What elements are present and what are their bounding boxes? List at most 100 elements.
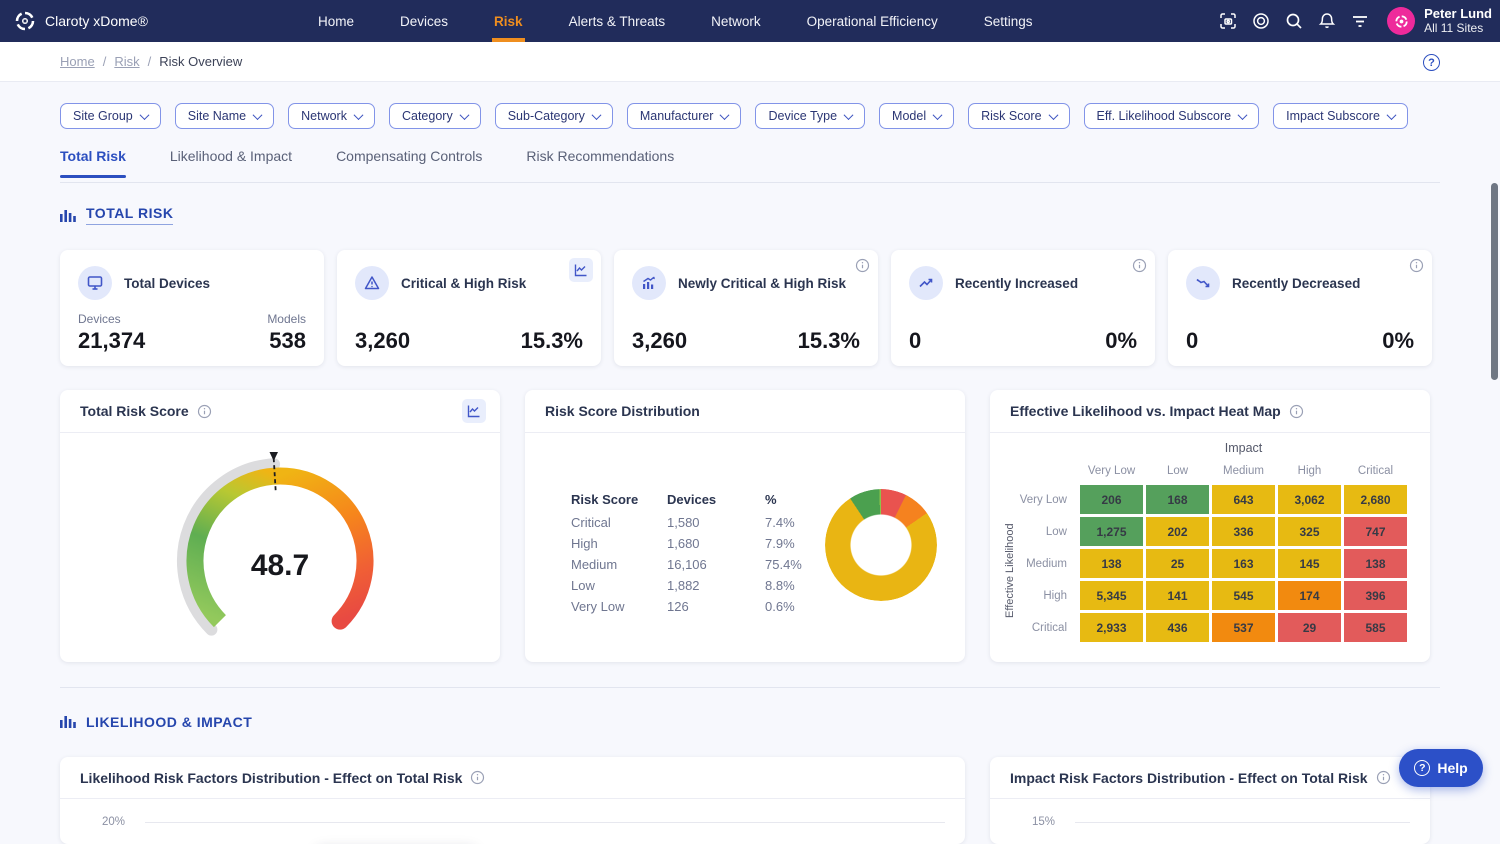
support-icon[interactable]	[1251, 11, 1271, 31]
filter-device-type[interactable]: Device Type	[755, 103, 866, 129]
card-recently-decreased[interactable]: Recently Decreased 0 0%	[1168, 250, 1432, 366]
heatmap-cell-very-low-medium[interactable]: 643	[1212, 485, 1275, 514]
section-title: TOTAL RISK	[86, 205, 174, 225]
info-icon[interactable]	[1132, 258, 1147, 278]
heatmap-cell-high-critical[interactable]: 396	[1344, 581, 1407, 610]
card-critical-high-risk[interactable]: Critical & High Risk 3,260 15.3%	[337, 250, 601, 366]
nav-item-risk[interactable]: Risk	[492, 0, 525, 42]
info-icon[interactable]	[1289, 404, 1304, 419]
heatmap-cell-critical-low[interactable]: 436	[1146, 613, 1209, 642]
screen-capture-icon[interactable]	[1218, 11, 1238, 31]
filter-impact-subscore[interactable]: Impact Subscore	[1273, 103, 1408, 129]
filter-risk-score[interactable]: Risk Score	[968, 103, 1070, 129]
claroty-logo-icon	[15, 11, 35, 31]
column-header: Risk Score	[571, 492, 639, 507]
heatmap-cell-very-low-low[interactable]: 168	[1146, 485, 1209, 514]
nav-item-network[interactable]: Network	[711, 13, 761, 29]
filter-manufacturer[interactable]: Manufacturer	[626, 103, 742, 129]
nav-item-operational-efficiency[interactable]: Operational Efficiency	[806, 13, 938, 29]
trend-chart-button[interactable]	[569, 258, 593, 282]
page-help-icon[interactable]: ?	[1423, 54, 1440, 71]
heatmap-cell-low-very-low[interactable]: 1,275	[1080, 517, 1143, 546]
heatmap-cell-medium-high[interactable]: 145	[1278, 549, 1341, 578]
nav-menu: Home Devices Risk Alerts & Threats Network Op…	[318, 0, 1032, 42]
heatmap-col-label: High	[1297, 465, 1322, 477]
heatmap-cell-low-critical[interactable]: 747	[1344, 517, 1407, 546]
heatmap-cell-low-high[interactable]: 325	[1278, 517, 1341, 546]
distribution-row-critical[interactable]: Critical 1,580 7.4%	[551, 512, 825, 533]
filter-site-group[interactable]: Site Group	[60, 103, 161, 129]
info-icon[interactable]	[1409, 258, 1424, 278]
heatmap-cell-medium-low[interactable]: 25	[1146, 549, 1209, 578]
filter-site-name[interactable]: Site Name	[174, 103, 275, 129]
heatmap-cell-very-low-high[interactable]: 3,062	[1278, 485, 1341, 514]
filter-eff-likelihood-subscore[interactable]: Eff. Likelihood Subscore	[1083, 103, 1260, 129]
card-newly-critical-high-risk[interactable]: Newly Critical & High Risk 3,260 15.3%	[614, 250, 878, 366]
y-axis-title: Effect on Total Risk	[76, 835, 88, 844]
heatmap-panel: Effective Likelihood vs. Impact Heat Map…	[990, 390, 1430, 662]
breadcrumb-home[interactable]: Home	[60, 54, 95, 69]
risk-score-gauge: 48.7	[177, 452, 374, 636]
heatmap-cell-medium-very-low[interactable]: 138	[1080, 549, 1143, 578]
heatmap-cell-high-low[interactable]: 141	[1146, 581, 1209, 610]
models-count: 538	[269, 328, 306, 353]
devices-count: 1,882	[667, 578, 700, 593]
filter-model[interactable]: Model	[879, 103, 955, 129]
info-icon[interactable]	[1376, 770, 1391, 785]
heatmap-cell-high-medium[interactable]: 545	[1212, 581, 1275, 610]
heatmap-cell-high-very-low[interactable]: 5,345	[1080, 581, 1143, 610]
card-recently-increased[interactable]: Recently Increased 0 0%	[891, 250, 1155, 366]
distribution-row-high[interactable]: High 1,680 7.9%	[551, 533, 825, 554]
trend-chart-button[interactable]	[462, 399, 486, 423]
help-button[interactable]: ? Help	[1399, 749, 1483, 787]
notifications-bell-icon[interactable]	[1317, 11, 1337, 31]
nav-item-devices[interactable]: Devices	[400, 13, 449, 29]
card-title: Recently Increased	[955, 275, 1079, 291]
tab-compensating-controls[interactable]: Compensating Controls	[336, 148, 483, 164]
section-total-risk: TOTAL RISK	[60, 205, 174, 225]
distribution-row-low[interactable]: Low 1,882 8.8%	[551, 575, 825, 596]
filter-category[interactable]: Category	[388, 103, 481, 129]
heatmap-row-label: Critical	[1031, 621, 1067, 634]
breadcrumb-risk[interactable]: Risk	[114, 54, 140, 69]
nav-item-alerts-threats[interactable]: Alerts & Threats	[568, 13, 666, 29]
distribution-row-very-low[interactable]: Very Low 126 0.6%	[551, 596, 825, 617]
filter-label: Category	[401, 109, 453, 123]
tab-risk-recommendations[interactable]: Risk Recommendations	[526, 148, 675, 164]
scrollbar-thumb[interactable]	[1491, 183, 1498, 380]
user-menu[interactable]: Peter Lund All 11 Sites	[1387, 0, 1492, 42]
heatmap-cell-critical-high[interactable]: 29	[1278, 613, 1341, 642]
info-icon[interactable]	[470, 770, 485, 785]
chevron-down-icon	[1386, 109, 1397, 120]
heatmap-cell-high-high[interactable]: 174	[1278, 581, 1341, 610]
nav-item-settings[interactable]: Settings	[983, 13, 1033, 29]
chevron-down-icon	[932, 109, 943, 120]
filter-network[interactable]: Network	[288, 103, 375, 129]
search-icon[interactable]	[1284, 11, 1304, 31]
risk-distribution-donut-chart[interactable]	[825, 489, 937, 601]
info-icon[interactable]	[855, 258, 870, 278]
total-risk-score-panel: Total Risk Score 48.7	[60, 390, 500, 662]
heatmap-cell-low-low[interactable]: 202	[1146, 517, 1209, 546]
nav-item-home[interactable]: Home	[318, 13, 355, 29]
heatmap-cell-very-low-critical[interactable]: 2,680	[1344, 485, 1407, 514]
filter-sub-category[interactable]: Sub-Category	[494, 103, 613, 129]
devices-count: 1,680	[667, 536, 700, 551]
info-icon[interactable]	[197, 404, 212, 419]
heatmap-cell-medium-medium[interactable]: 163	[1212, 549, 1275, 578]
tab-likelihood-impact[interactable]: Likelihood & Impact	[169, 148, 293, 164]
tab-total-risk[interactable]: Total Risk	[60, 148, 126, 178]
distribution-row-medium[interactable]: Medium 16,106 75.4%	[551, 554, 825, 575]
heatmap-cell-very-low-very-low[interactable]: 206	[1080, 485, 1143, 514]
filter-bar: Site Group Site Name Network Category Sub-Ca…	[60, 103, 1408, 129]
card-total-devices[interactable]: Total Devices Devices 21,374 Models 538	[60, 250, 324, 366]
heatmap-cell-low-medium[interactable]: 336	[1212, 517, 1275, 546]
gauge-needle	[272, 458, 277, 492]
heatmap-cell-critical-critical[interactable]: 585	[1344, 613, 1407, 642]
gauge-scale-right	[271, 467, 374, 630]
heatmap-cell-medium-critical[interactable]: 138	[1344, 549, 1407, 578]
heatmap-cell-critical-medium[interactable]: 537	[1212, 613, 1275, 642]
filter-lines-icon[interactable]	[1350, 11, 1370, 31]
heatmap-cell-critical-very-low[interactable]: 2,933	[1080, 613, 1143, 642]
question-icon: ?	[1414, 760, 1431, 776]
